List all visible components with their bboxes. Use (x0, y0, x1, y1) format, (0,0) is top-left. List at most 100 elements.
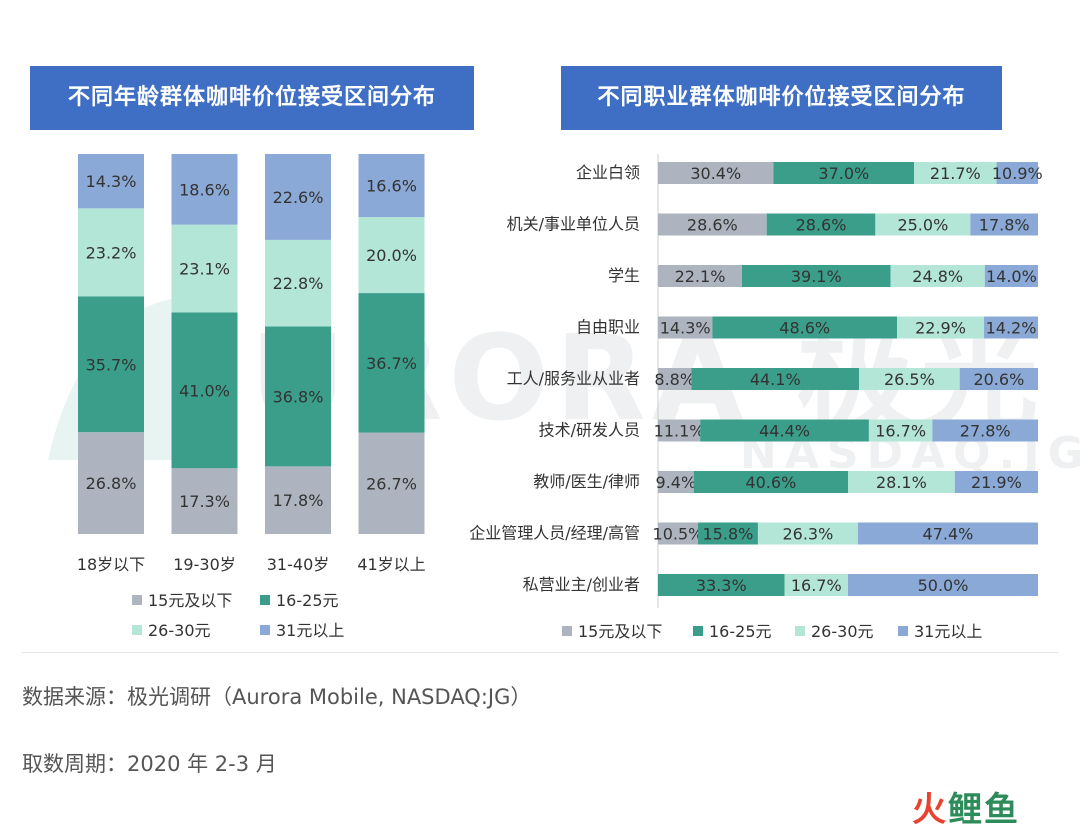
occupation-bar-segment (868, 419, 933, 442)
age-stacked-bar-chart: 26.8% 35.7% 23.2% 14.3% 18岁以下 17.3% 41.0% 23.1%… (77, 154, 426, 640)
occupation-bar-value-label: 16.7% (791, 576, 842, 595)
age-bar-segment (265, 239, 331, 327)
occupation-bar-segment (848, 574, 1038, 596)
occupation-bar-value-label: 26.5% (884, 370, 935, 389)
age-bar-value-label: 22.8% (273, 274, 324, 293)
age-bar-value-label: 36.8% (273, 387, 324, 406)
age-bar-value-label: 18.6% (179, 180, 230, 199)
occupation-bar-value-label: 8.8% (654, 370, 695, 389)
age-bar-value-label: 16.6% (366, 177, 417, 196)
age-legend-label: 16-25元 (276, 591, 339, 610)
age-bar-value-label: 20.0% (366, 246, 417, 265)
occupation-category-label: 自由职业 (576, 318, 640, 337)
age-bar-segment (265, 326, 331, 467)
occupation-category-label: 教师/医生/律师 (533, 472, 640, 491)
occupation-category-label: 企业白领 (576, 163, 640, 182)
occupation-bar-segment (875, 213, 971, 236)
occupation-bar-value-label: 40.6% (745, 473, 796, 492)
occupation-legend-label: 31元以上 (914, 622, 982, 641)
occupation-bar-segment (773, 162, 915, 184)
age-bar-segment (78, 296, 144, 433)
occupation-bar-segment (766, 213, 876, 236)
occupation-bar-value-label: 22.1% (675, 267, 726, 286)
occupation-chart-title: 不同职业群体咖啡价位接受区间分布 (561, 66, 1002, 130)
occupation-bar-segment (700, 419, 869, 442)
occupation-bar-value-label: 50.0% (918, 576, 969, 595)
occupation-bar-value-label: 44.1% (750, 370, 801, 389)
occupation-bar-value-label: 47.4% (923, 525, 974, 544)
age-bar-segment (265, 154, 331, 240)
occupation-bar-segment (859, 368, 960, 390)
occupation-bar-value-label: 25.0% (897, 216, 948, 235)
age-bar-value-label: 23.2% (86, 243, 137, 262)
occupation-bar-segment (658, 162, 774, 184)
occupation-bar-segment (897, 316, 985, 339)
occupation-bar-segment (658, 316, 713, 339)
occupation-bar-value-label: 28.6% (796, 216, 847, 235)
age-bar-segment (358, 432, 425, 534)
occupation-bar-value-label: 48.6% (779, 319, 830, 338)
occupation-bar-value-label: 24.8% (912, 267, 963, 286)
age-category-label: 41岁以上 (357, 555, 425, 574)
occupation-legend-swatch (562, 626, 572, 636)
occupation-bar-value-label: 22.9% (915, 319, 966, 338)
age-legend-label: 15元及以下 (148, 591, 232, 610)
occupation-bar-segment (959, 368, 1038, 390)
occupation-bar-value-label: 44.4% (759, 422, 810, 441)
occupation-bar-segment (658, 213, 767, 236)
occupation-bar-value-label: 10.5% (653, 525, 704, 544)
occupation-bar-segment (658, 419, 701, 442)
brand-logo-part-b: 鲤鱼 (948, 790, 1020, 830)
age-legend-swatch (132, 595, 142, 605)
occupation-bar-value-label: 11.1% (654, 422, 705, 441)
occupation-bar-value-label: 20.6% (973, 370, 1024, 389)
occupation-bar-segment (857, 522, 1038, 545)
age-bar-value-label: 26.8% (86, 474, 137, 493)
occupation-bar-segment (970, 213, 1038, 236)
occupation-bar-value-label: 39.1% (791, 267, 842, 286)
occupation-bar-segment (954, 471, 1038, 493)
age-bar-value-label: 26.7% (366, 474, 417, 493)
occupation-category-label: 技术/研发人员 (539, 421, 640, 440)
occupation-bar-value-label: 37.0% (818, 164, 869, 183)
period-note: 取数周期：2020 年 2-3 月 (22, 752, 277, 776)
occupation-bar-segment (691, 368, 860, 390)
divider (22, 652, 1058, 653)
occupation-bar-segment (984, 316, 1038, 339)
occupation-bar-value-label: 14.2% (986, 319, 1037, 338)
occupation-bar-value-label: 17.8% (979, 216, 1030, 235)
occupation-bar-value-label: 21.7% (930, 164, 981, 183)
occupation-legend-label: 26-30元 (811, 622, 874, 641)
occupation-bar-value-label: 33.3% (696, 576, 747, 595)
occupation-category-label: 私营业主/创业者 (523, 575, 640, 594)
age-bar-segment (358, 154, 425, 218)
occupation-bar-value-label: 28.6% (687, 216, 738, 235)
occupation-bar-segment (697, 522, 758, 545)
occupation-bar-segment (712, 316, 898, 339)
age-bar-segment (78, 154, 144, 209)
age-bar-segment (358, 217, 425, 294)
age-legend-swatch (260, 625, 270, 635)
occupation-bar-value-label: 15.8% (703, 525, 754, 544)
age-chart-title: 不同年龄群体咖啡价位接受区间分布 (30, 66, 474, 130)
occupation-bar-value-label: 21.9% (971, 473, 1022, 492)
occupation-bar-value-label: 26.3% (782, 525, 833, 544)
age-legend-swatch (132, 625, 142, 635)
age-category-label: 18岁以下 (77, 555, 145, 574)
age-bar-value-label: 17.8% (273, 491, 324, 510)
age-legend-label: 26-30元 (148, 621, 211, 640)
age-bar-segment (358, 293, 425, 433)
occupation-bar-segment (914, 162, 997, 184)
age-category-label: 19-30岁 (173, 555, 236, 574)
age-bar-value-label: 35.7% (86, 355, 137, 374)
occupation-bar-value-label: 14.3% (660, 319, 711, 338)
occupation-legend-swatch (898, 626, 908, 636)
occupation-bar-segment (996, 162, 1038, 184)
occupation-legend-swatch (693, 626, 703, 636)
age-bar-value-label: 17.3% (179, 492, 230, 511)
occupation-category-label: 工人/服务业从业者 (507, 369, 640, 388)
occupation-bar-value-label: 9.4% (656, 473, 697, 492)
age-bar-segment (171, 312, 238, 469)
occupation-bar-segment (890, 265, 985, 287)
age-category-label: 31-40岁 (267, 555, 330, 574)
